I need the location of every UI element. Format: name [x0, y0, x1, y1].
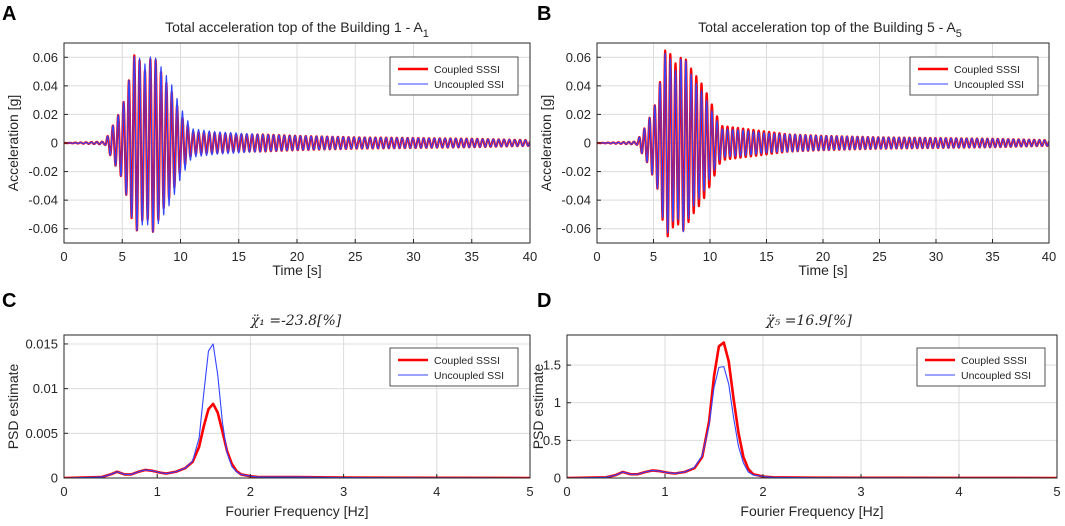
x-tick-label: 4	[433, 484, 440, 499]
panel-d: D χ̈₅ =16.9[%] 0 1 2 3 4 5 0 0.5 1 1.5 Fourier Fre…	[530, 290, 1061, 519]
x-tick-label: 5	[119, 249, 126, 264]
x-tick-label: 15	[759, 249, 773, 264]
panel-title-d: χ̈₅ =16.9[%]	[765, 313, 852, 329]
y-tick-label: 0.02	[566, 107, 591, 122]
x-tick-label: 30	[406, 249, 420, 264]
x-tick-label: 35	[465, 249, 479, 264]
y-tick-label: -0.02	[28, 164, 58, 179]
x-tick-label: 5	[1053, 484, 1060, 499]
x-tick-label: 20	[290, 249, 304, 264]
axes-frame	[566, 334, 1058, 479]
panel-letter-b: B	[537, 3, 551, 25]
y-tick-label: 0.04	[33, 78, 58, 93]
legend-label-uncoupled: Uncoupled SSI	[961, 370, 1031, 382]
x-tick-label: 2	[759, 484, 766, 499]
y-tick-label: 1.5	[543, 358, 561, 373]
y-tick-label: 0	[51, 471, 58, 486]
x-tick-label: 3	[340, 484, 347, 499]
panel-a: A Total acceleration top of the Building…	[2, 3, 537, 278]
y-tick-label: 0.06	[33, 50, 58, 65]
x-tick-label: 0	[563, 484, 570, 499]
panel-title-b: Total acceleration top of the Building 5…	[698, 19, 962, 40]
y-axis-label: Acceleration [g]	[538, 95, 554, 192]
x-axis-label: Fourier Frequency [Hz]	[225, 503, 368, 519]
legend: Coupled SSSI Uncoupled SSI	[909, 56, 1039, 96]
x-tick-label: 2	[247, 484, 254, 499]
plot-area-a: 0 5 10 15 20 25 30 35 40 -0.06 -0.04 -0.02 0 0.02 0.04…	[5, 42, 537, 278]
x-tick-label: 3	[857, 484, 864, 499]
legend: Coupled SSSI Uncoupled SSI	[389, 347, 519, 387]
x-tick-label: 0	[60, 249, 67, 264]
panel-letter-d: D	[537, 290, 551, 312]
axes-frame	[63, 334, 531, 479]
x-tick-label: 4	[955, 484, 962, 499]
panel-letter-a: A	[2, 3, 16, 25]
x-tick-label: 15	[232, 249, 246, 264]
y-tick-label: -0.04	[561, 193, 591, 208]
series-line-uncoupled-ssi	[597, 52, 1049, 234]
series-line-uncoupled-ssi	[567, 366, 1057, 478]
plot-area-b: 0 5 10 15 20 25 30 35 40 -0.06 -0.04 -0.02 0 0.02 0.04…	[538, 42, 1056, 278]
x-tick-label: 10	[173, 249, 187, 264]
x-tick-label: 1	[661, 484, 668, 499]
x-tick-label: 20	[816, 249, 830, 264]
x-tick-label: 0	[60, 484, 67, 499]
x-tick-label: 40	[1042, 249, 1056, 264]
legend-label-coupled: Coupled SSSI	[961, 355, 1027, 367]
legend-box	[389, 56, 519, 96]
y-tick-label: 0.005	[25, 426, 58, 441]
x-tick-label: 0	[593, 249, 600, 264]
y-tick-label: 1	[554, 395, 561, 410]
legend-label-coupled: Coupled SSSI	[954, 64, 1020, 76]
panel-c: C χ̈₁ =-23.8[%] 0 1 2 3 4 5 0 0.005 0.01 0.015 Fou…	[2, 290, 534, 519]
legend-box	[916, 347, 1046, 387]
x-tick-label: 30	[929, 249, 943, 264]
legend-label-coupled: Coupled SSSI	[434, 355, 500, 367]
y-tick-label: -0.06	[561, 221, 591, 236]
series-line-uncoupled-ssi	[64, 56, 530, 233]
x-axis-label: Fourier Frequency [Hz]	[740, 503, 883, 519]
y-axis-label: PSD estimate	[530, 363, 546, 449]
series-line-uncoupled-ssi	[64, 343, 530, 478]
x-tick-label: 25	[348, 249, 362, 264]
y-tick-label: 0	[554, 471, 561, 486]
x-tick-label: 5	[526, 484, 533, 499]
legend: Coupled SSSI Uncoupled SSI	[916, 347, 1046, 387]
y-tick-label: 0	[51, 136, 58, 151]
legend-box	[389, 347, 519, 387]
x-tick-label: 10	[703, 249, 717, 264]
plot-area-c: 0 1 2 3 4 5 0 0.005 0.01 0.015 Fourier Frequency […	[5, 334, 534, 519]
y-tick-label: -0.04	[28, 193, 58, 208]
plot-area-d: 0 1 2 3 4 5 0 0.5 1 1.5 Fourier Frequency [Hz] PSD …	[530, 334, 1061, 519]
panel-letter-c: C	[2, 290, 16, 312]
legend-label-uncoupled: Uncoupled SSI	[954, 79, 1024, 91]
x-axis-label: Time [s]	[798, 262, 847, 278]
x-tick-label: 35	[985, 249, 999, 264]
x-tick-label: 25	[872, 249, 886, 264]
y-tick-label: 0	[584, 136, 591, 151]
panel-title-c: χ̈₁ =-23.8[%]	[250, 313, 342, 329]
x-tick-label: 5	[650, 249, 657, 264]
y-tick-label: 0.015	[25, 336, 58, 351]
legend-label-coupled: Coupled SSSI	[434, 64, 500, 76]
legend: Coupled SSSI Uncoupled SSI	[389, 56, 519, 96]
y-tick-label: 0.04	[566, 78, 591, 93]
legend-label-uncoupled: Uncoupled SSI	[434, 370, 504, 382]
x-axis-label: Time [s]	[272, 262, 321, 278]
x-tick-label: 1	[154, 484, 161, 499]
x-tick-label: 40	[523, 249, 537, 264]
y-tick-label: -0.02	[561, 164, 591, 179]
y-axis-label: Acceleration [g]	[5, 95, 21, 192]
y-tick-label: -0.06	[28, 221, 58, 236]
legend-label-uncoupled: Uncoupled SSI	[434, 79, 504, 91]
legend-box	[909, 56, 1039, 96]
y-tick-label: 0.5	[543, 433, 561, 448]
y-tick-label: 0.01	[33, 381, 58, 396]
panel-title-a: Total acceleration top of the Building 1…	[165, 19, 429, 40]
y-tick-label: 0.06	[566, 50, 591, 65]
y-axis-label: PSD estimate	[5, 363, 21, 449]
y-tick-label: 0.02	[33, 107, 58, 122]
panel-b: B Total acceleration top of the Building…	[537, 3, 1056, 278]
